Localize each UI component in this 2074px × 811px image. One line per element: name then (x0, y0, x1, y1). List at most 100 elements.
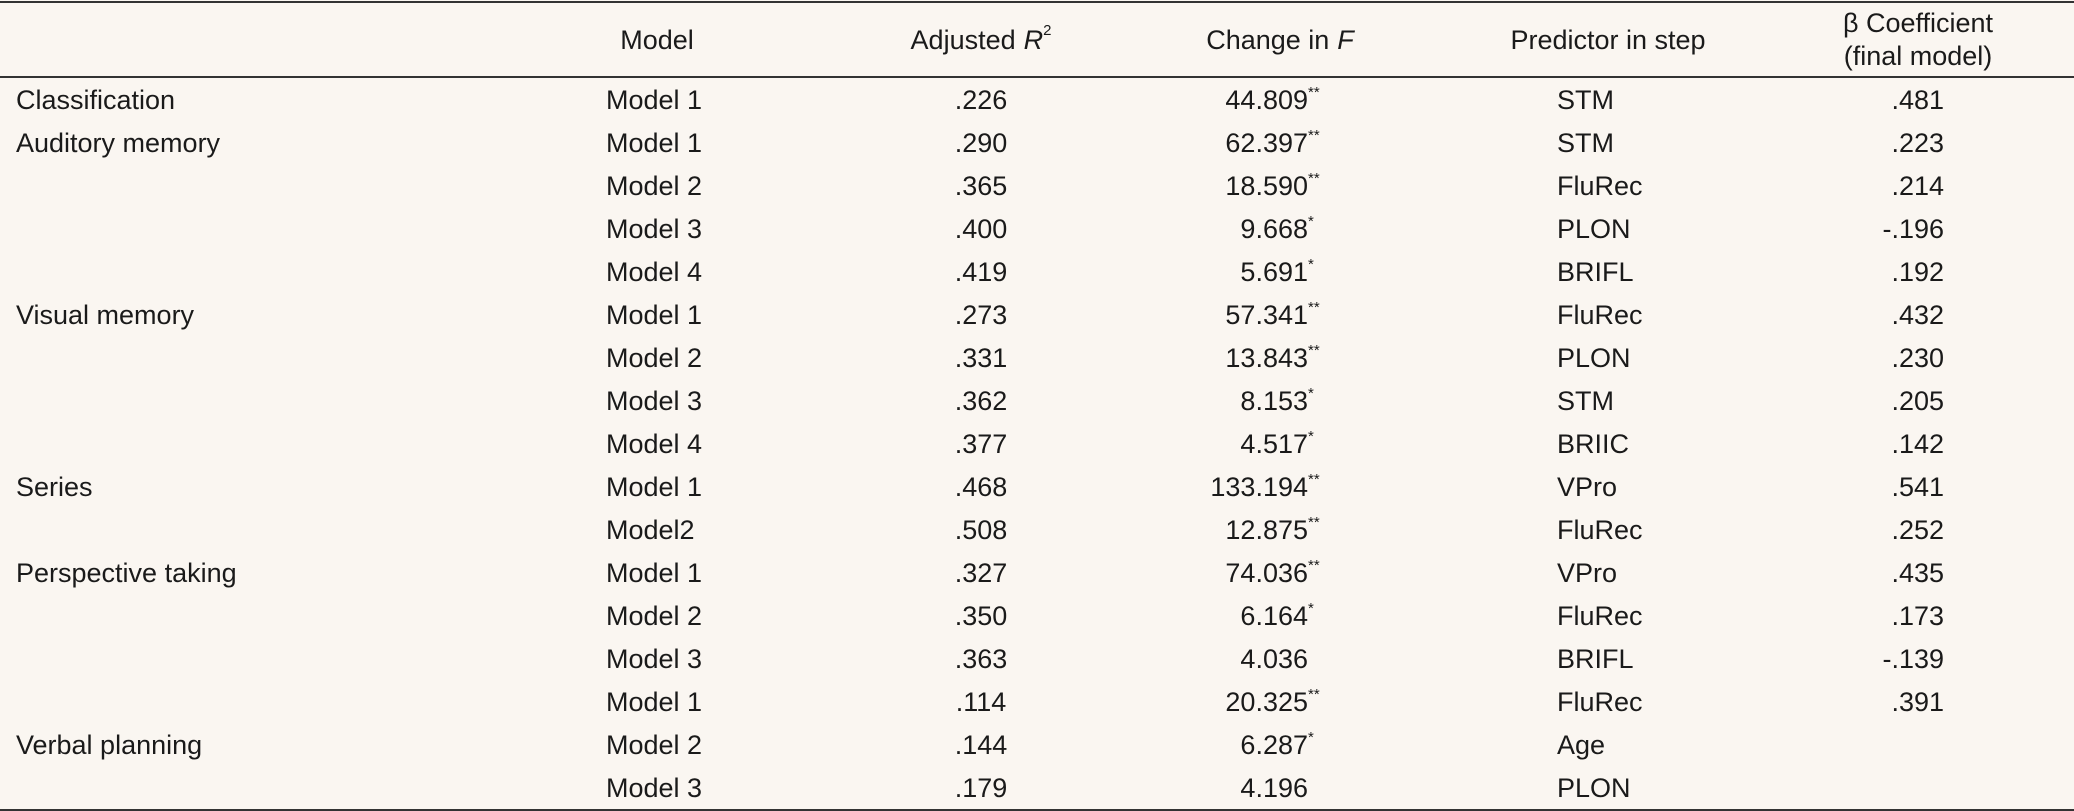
f-value: 18.590 (1225, 171, 1308, 201)
beta-cell: .205 (1891, 386, 1944, 416)
beta-cell: .223 (1891, 128, 1944, 158)
predictor-cell: FluRec (1557, 687, 1643, 717)
r2-cell: .290 (954, 128, 1008, 158)
header-label: Adjusted (910, 25, 1016, 55)
beta-cell: .192 (1891, 257, 1944, 287)
f-cell: 74.036 ** (1225, 556, 1319, 590)
f-cell: 6.287 * (1240, 728, 1313, 762)
column-header: Change in F (1206, 23, 1354, 57)
significance: ** (1308, 514, 1320, 531)
significance: * (1308, 385, 1314, 402)
f-value: 6.287 (1240, 730, 1308, 760)
predictor-cell: STM (1557, 386, 1614, 416)
predictor-cell: FluRec (1557, 515, 1643, 545)
predictor-cell: PLON (1557, 214, 1631, 244)
beta-cell: .230 (1891, 343, 1944, 373)
f-cell: 4.196 (1240, 771, 1308, 805)
predictor-cell: BRIFL (1557, 257, 1634, 287)
header-rule (0, 76, 2074, 78)
column-header: Adjusted R2 (911, 23, 1052, 57)
row-label: Perspective taking (16, 558, 237, 588)
model-cell: Model 3 (606, 644, 703, 674)
significance: * (1308, 428, 1314, 445)
f-cell: 133.194 ** (1210, 470, 1319, 504)
model-cell: Model 1 (606, 85, 703, 115)
header-variable: F (1337, 25, 1354, 55)
predictor-cell: FluRec (1557, 300, 1643, 330)
f-value: 4.196 (1240, 773, 1308, 803)
f-cell: 62.397 ** (1225, 126, 1319, 160)
r2-cell: .400 (954, 214, 1008, 244)
significance: ** (1308, 342, 1320, 359)
header-label: Predictor in step (1510, 25, 1706, 55)
model-cell: Model 4 (606, 257, 703, 287)
row-label: Series (16, 472, 93, 502)
row-label: Visual memory (16, 300, 195, 330)
r2-cell: .226 (954, 85, 1008, 115)
significance: ** (1308, 471, 1320, 488)
f-value: 4.517 (1240, 429, 1308, 459)
f-cell: 13.843 ** (1225, 341, 1319, 375)
significance: ** (1308, 686, 1320, 703)
predictor-cell: PLON (1557, 343, 1631, 373)
r2-cell: .377 (954, 429, 1008, 459)
beta-cell: .481 (1891, 85, 1944, 115)
predictor-cell: BRIIC (1557, 429, 1630, 459)
column-header-sub: (final model) (1843, 41, 1993, 71)
f-cell: 5.691 * (1240, 255, 1313, 289)
beta-cell: .432 (1891, 300, 1944, 330)
beta-cell: .435 (1891, 558, 1944, 588)
predictor-cell: STM (1557, 85, 1614, 115)
model-cell: Model 3 (606, 386, 703, 416)
header-label: Model (620, 25, 694, 55)
r2-cell: .363 (954, 644, 1008, 674)
predictor-cell: FluRec (1557, 601, 1643, 631)
f-cell: 6.164 * (1240, 599, 1313, 633)
f-cell: 18.590 ** (1225, 169, 1319, 203)
f-cell: 4.036 (1240, 642, 1308, 676)
beta-cell: -.196 (1882, 214, 1944, 244)
column-header: β Coefficient (1842, 8, 1994, 38)
f-value: 13.843 (1225, 343, 1308, 373)
r2-cell: .362 (954, 386, 1008, 416)
r2-cell: .114 (955, 687, 1007, 717)
f-value: 57.341 (1225, 300, 1308, 330)
beta-cell: .142 (1891, 429, 1944, 459)
column-header: Model (620, 23, 694, 57)
model-cell: Model 1 (606, 687, 703, 717)
top-rule (0, 1, 2074, 3)
beta-cell: .214 (1891, 171, 1944, 201)
model-cell: Model2 (606, 515, 695, 545)
r2-cell: .331 (954, 343, 1008, 373)
predictor-cell: FluRec (1557, 171, 1643, 201)
f-value: 20.325 (1225, 687, 1308, 717)
f-value: 74.036 (1225, 558, 1308, 588)
header-label: Change in (1206, 25, 1330, 55)
r2-cell: .468 (954, 472, 1008, 502)
significance: * (1308, 256, 1314, 273)
r2-cell: .144 (954, 730, 1008, 760)
beta-cell: .173 (1891, 601, 1944, 631)
f-value: 44.809 (1225, 85, 1308, 115)
f-cell: 44.809 ** (1225, 83, 1319, 117)
beta-cell: .391 (1891, 687, 1944, 717)
significance: ** (1308, 299, 1320, 316)
significance: * (1308, 600, 1314, 617)
f-cell: 20.325 ** (1225, 685, 1319, 719)
f-value: 133.194 (1210, 472, 1308, 502)
significance: ** (1308, 84, 1320, 101)
r2-cell: .508 (954, 515, 1008, 545)
beta-cell: .252 (1891, 515, 1944, 545)
predictor-cell: PLON (1557, 773, 1631, 803)
predictor-cell: VPro (1557, 472, 1618, 502)
model-cell: Model 2 (606, 343, 703, 373)
column-header: Predictor in step (1510, 23, 1705, 57)
r2-cell: .273 (954, 300, 1008, 330)
f-cell: 4.517 * (1240, 427, 1313, 461)
model-cell: Model 1 (606, 128, 703, 158)
r2-cell: .365 (954, 171, 1008, 201)
row-label: Auditory memory (16, 128, 221, 158)
header-variable: R (1023, 25, 1044, 55)
significance: ** (1308, 170, 1320, 187)
